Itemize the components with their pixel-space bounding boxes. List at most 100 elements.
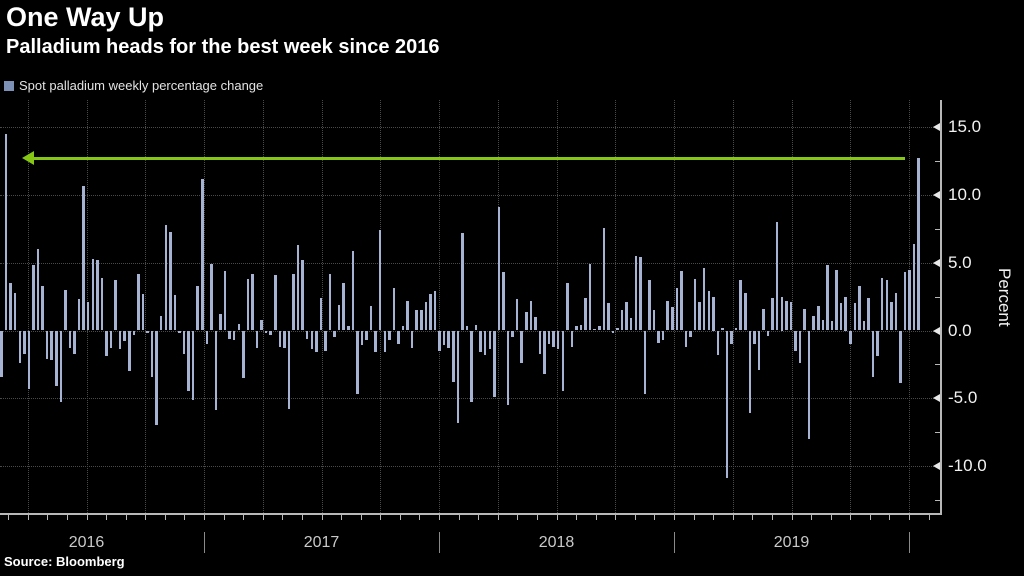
bar <box>899 330 902 384</box>
bar <box>347 326 350 331</box>
bar <box>912 243 916 331</box>
bar <box>219 314 222 331</box>
bar <box>575 326 578 331</box>
bar <box>182 330 186 354</box>
bar <box>570 330 574 347</box>
bar <box>196 285 199 331</box>
x-axis-month-tick <box>693 514 695 520</box>
bar <box>378 230 382 331</box>
x-axis-month-tick <box>262 514 264 520</box>
gridline-vertical <box>145 100 147 513</box>
bar <box>264 330 268 334</box>
gridline-vertical <box>732 100 734 513</box>
x-axis-year-label: 2017 <box>303 534 340 551</box>
bar <box>689 330 692 338</box>
bar <box>96 260 99 331</box>
bar <box>242 330 245 378</box>
bar <box>538 330 542 354</box>
x-axis-month-tick <box>771 514 773 520</box>
x-axis-year-separator <box>439 532 440 553</box>
bar <box>579 325 583 331</box>
bar <box>169 231 172 331</box>
bar <box>365 330 368 340</box>
bar <box>744 292 747 331</box>
bar <box>415 310 418 331</box>
x-axis-month-tick <box>439 514 440 520</box>
x-axis-month-tick <box>66 514 68 520</box>
bar <box>625 302 628 331</box>
chart-title: One Way Up <box>6 2 165 32</box>
bar <box>319 297 323 331</box>
bar <box>137 273 140 331</box>
bar <box>465 326 469 331</box>
bar <box>45 330 49 359</box>
bar <box>853 303 857 331</box>
bar <box>260 319 263 331</box>
gridline-horizontal <box>0 398 940 400</box>
bar <box>812 315 815 331</box>
bar <box>675 288 679 331</box>
bar <box>342 283 345 331</box>
bar <box>894 292 898 331</box>
gridline-horizontal <box>0 195 940 196</box>
bar <box>534 316 537 331</box>
y-axis-minor-tick <box>935 161 940 163</box>
bar <box>438 330 441 351</box>
x-axis-month-tick <box>556 514 558 520</box>
bar <box>447 330 450 349</box>
bar <box>223 270 227 331</box>
x-axis-month-tick <box>47 514 49 520</box>
bar <box>315 330 318 353</box>
x-axis-month-tick <box>341 514 343 520</box>
bar <box>593 329 596 331</box>
x-axis-month-tick <box>204 514 205 520</box>
bar <box>648 280 651 331</box>
x-axis-month-tick <box>360 514 362 520</box>
x-axis-line <box>0 513 942 515</box>
bar <box>903 272 907 331</box>
bar <box>876 330 879 357</box>
x-axis-month-tick <box>830 514 832 520</box>
x-axis-month-tick <box>654 514 656 520</box>
bar <box>9 283 12 331</box>
bar <box>561 330 565 392</box>
bar <box>525 311 528 331</box>
bar <box>274 274 277 331</box>
bar <box>798 330 802 364</box>
x-axis-month-tick <box>145 514 147 520</box>
bar <box>543 330 546 374</box>
bar <box>588 264 592 331</box>
y-axis-minor-tick <box>935 499 940 501</box>
bar <box>908 269 911 331</box>
legend-label: Spot palladium weekly percentage change <box>19 78 264 93</box>
bar <box>849 330 852 345</box>
x-axis-month-tick <box>909 514 910 520</box>
bar <box>917 158 920 331</box>
bar <box>775 222 779 331</box>
y-axis-major-tick <box>933 191 940 199</box>
bar <box>164 224 168 331</box>
annotation-arrowhead-icon <box>22 151 34 166</box>
bar <box>780 296 784 331</box>
bar <box>246 279 250 331</box>
x-axis-month-tick <box>889 514 891 520</box>
bar <box>789 302 793 331</box>
bar <box>77 299 81 331</box>
bar <box>757 330 761 370</box>
bar <box>424 302 428 331</box>
source-attribution: Source: Bloomberg <box>4 554 125 569</box>
bar <box>251 273 254 331</box>
bar <box>506 330 510 406</box>
bar <box>356 330 359 395</box>
bar <box>159 315 163 331</box>
bar <box>36 249 40 331</box>
annotation-arrow-shaft <box>32 156 905 160</box>
bar <box>620 310 624 331</box>
x-axis-month-tick <box>634 514 636 520</box>
bar <box>661 330 665 340</box>
bar <box>86 302 90 331</box>
bar <box>520 330 523 364</box>
bar <box>839 303 843 331</box>
x-axis-month-tick <box>223 514 225 520</box>
bar <box>401 326 405 331</box>
